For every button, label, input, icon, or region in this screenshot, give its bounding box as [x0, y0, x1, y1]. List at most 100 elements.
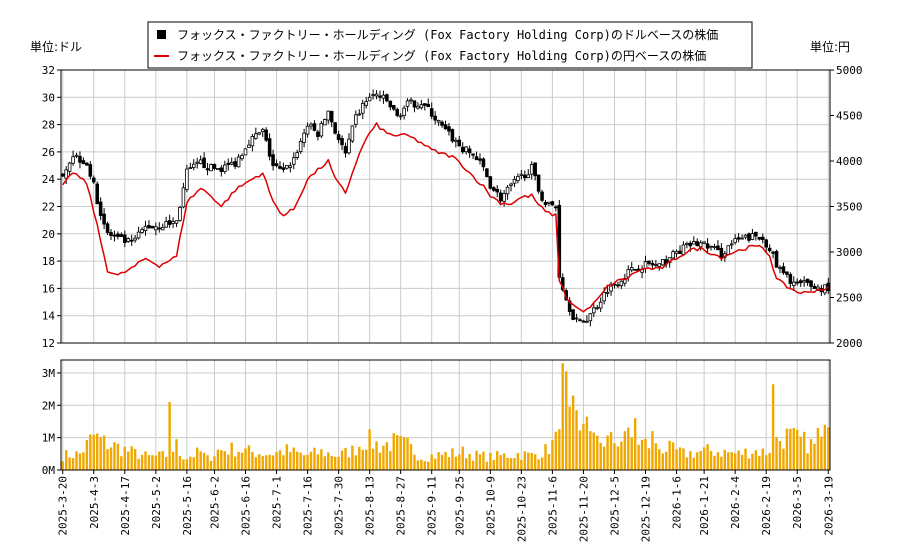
date-tick-label: 2025-8-13 [364, 476, 377, 536]
usd-tick-label: 24 [42, 173, 56, 186]
candle-body [226, 162, 231, 166]
candle-body [547, 201, 551, 204]
volume-bar [330, 456, 333, 470]
volume-tick-label: 2M [42, 399, 56, 412]
volume-bar [582, 423, 585, 470]
candle-body [602, 291, 606, 302]
volume-bar [633, 418, 637, 470]
volume-bar [102, 435, 106, 470]
volume-bar [623, 431, 627, 470]
candle-body [447, 126, 451, 132]
volume-bar [699, 450, 702, 470]
candle-body [212, 163, 217, 169]
candle-body [654, 264, 658, 266]
candle-body [164, 221, 168, 228]
candle-body [378, 95, 382, 98]
jpy-tick-label: 3000 [836, 246, 863, 259]
volume-bar [806, 453, 809, 470]
candle-body [326, 110, 331, 121]
volume-bar [106, 449, 109, 470]
candle-body [623, 278, 627, 284]
volume-bar [120, 456, 123, 470]
date-tick-label: 2026-2-19 [760, 476, 773, 536]
candle-body [185, 168, 189, 191]
candle-body [767, 247, 772, 252]
volume-bar [89, 434, 92, 470]
candle-body [619, 280, 624, 287]
volume-bar [447, 457, 451, 470]
volume-bar [709, 450, 713, 470]
candle-body [371, 94, 375, 97]
volume-bar [516, 452, 520, 470]
volume-bar [444, 451, 447, 470]
volume-bar [823, 424, 827, 470]
candle-body [198, 159, 203, 164]
candle-body [478, 158, 482, 161]
volume-bar [440, 454, 444, 470]
candle-body [271, 154, 275, 166]
volume-bar [171, 451, 175, 470]
jpy-axis: 2000 2500 3000 3500 4000 4500 5000 [830, 64, 863, 350]
volume-bar [682, 448, 685, 470]
candle-body [305, 125, 310, 135]
date-tick-label: 2025-10-23 [515, 476, 528, 542]
candle-body [405, 100, 410, 107]
candle-body [757, 236, 762, 240]
candle-body [571, 309, 575, 320]
candle-body [254, 133, 258, 139]
candle-body [264, 129, 268, 141]
date-tick-label: 2025-11-6 [546, 476, 559, 536]
candle-body [457, 139, 462, 147]
candle-body [71, 156, 75, 164]
candle-body [692, 241, 696, 245]
candle-body [409, 99, 413, 102]
candle-body [412, 100, 417, 108]
volume-bar [671, 442, 675, 470]
date-tick-label: 2025-12-5 [608, 476, 621, 536]
candle-body [726, 245, 731, 256]
candle-body [460, 146, 465, 153]
candle-body [229, 162, 234, 165]
usd-axis: 12 14 16 18 20 22 24 26 28 30 32 [42, 64, 61, 350]
volume-bar [289, 452, 292, 470]
candle-body [143, 225, 148, 232]
volume-bar [85, 439, 89, 470]
candle-body [240, 155, 244, 160]
volume-bar [402, 437, 406, 470]
candle-body [367, 96, 372, 102]
candle-body [502, 193, 506, 202]
volume-bar [261, 456, 264, 470]
volume-bar [192, 457, 195, 470]
volume-bar [209, 460, 213, 470]
volume-bar [216, 449, 220, 470]
jpy-tick-label: 5000 [836, 64, 863, 77]
volume-bar [282, 455, 285, 470]
volume-bar [358, 446, 361, 470]
candle-body [481, 158, 486, 168]
volume-bar [540, 457, 544, 470]
candle-body [543, 201, 548, 206]
volume-bar [609, 431, 613, 470]
volume-bar [168, 402, 171, 470]
volume-bar [223, 451, 227, 470]
candle-body [398, 115, 403, 118]
volume-bar [233, 456, 237, 470]
date-tick-label: 2026-1-6 [671, 476, 684, 529]
candle-body [647, 260, 651, 264]
volume-bar [640, 439, 644, 470]
candle-body [426, 103, 431, 108]
candle-body [191, 163, 196, 168]
candle-body [174, 220, 179, 224]
volume-bar [227, 454, 230, 470]
volume-bar [175, 439, 178, 470]
volume-bar [285, 444, 289, 470]
candle-body [381, 94, 386, 99]
volume-bar [523, 451, 527, 470]
candle-body [340, 138, 344, 146]
volume-bar [782, 448, 785, 470]
date-tick-label: 2025-5-16 [181, 476, 194, 536]
volume-bar [616, 446, 620, 470]
candle-body [116, 233, 120, 237]
volume-bar [354, 455, 358, 470]
candle-body [781, 266, 786, 274]
